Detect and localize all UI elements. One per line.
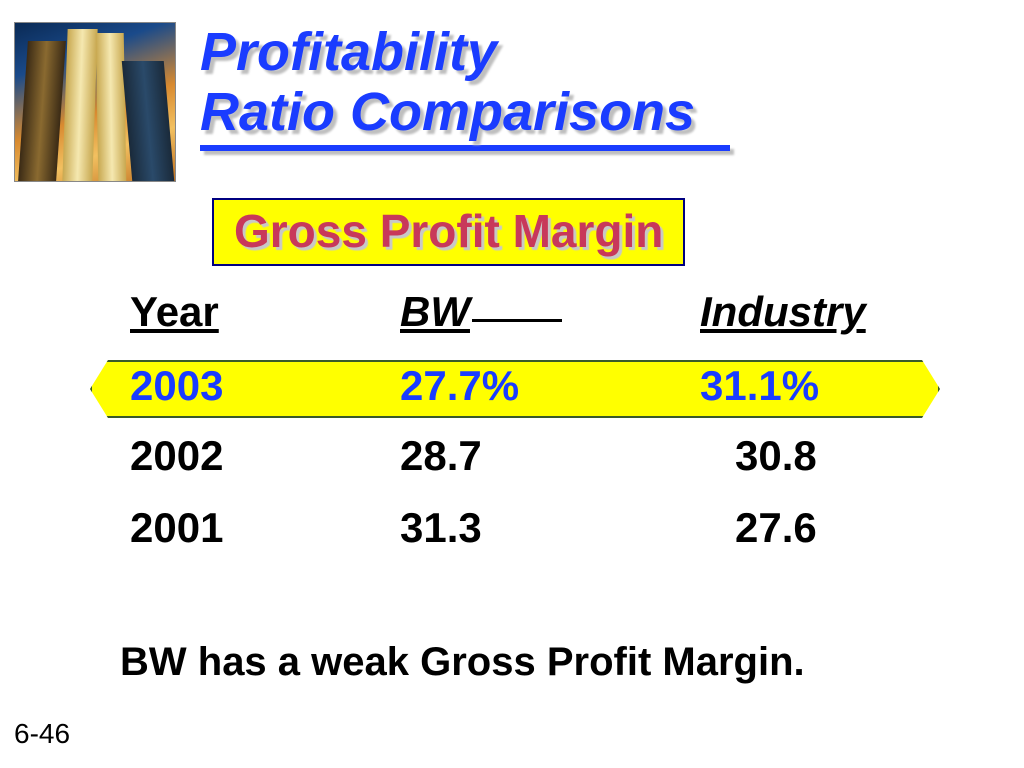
cell-year: 2003: [130, 362, 223, 410]
cell-bw: 27.7%: [400, 362, 519, 410]
subtitle-text: Gross Profit Margin: [234, 205, 663, 257]
building-shape: [122, 61, 174, 181]
building-shape: [96, 33, 127, 181]
footnote-text: BW has a weak Gross Profit Margin.: [120, 640, 805, 685]
cell-industry: 31.1%: [700, 362, 819, 410]
title-line-2: Ratio Comparisons: [200, 82, 730, 142]
header-industry: Industry: [700, 288, 866, 336]
cell-bw: 31.3: [400, 504, 482, 552]
cell-year: 2002: [130, 432, 223, 480]
title-line-1: Profitability: [200, 22, 730, 82]
slide: Profitability Ratio Comparisons Gross Pr…: [0, 0, 1024, 768]
table-row: 2002 28.7 30.8: [100, 428, 930, 494]
table-row: 2001 31.3 27.6: [100, 500, 930, 566]
cell-bw: 28.7: [400, 432, 482, 480]
slide-title: Profitability Ratio Comparisons: [200, 22, 730, 151]
slide-number: 6-46: [14, 718, 70, 750]
comparison-table: Year BW Industry 2003 27.7% 31.1% 2002 2…: [100, 288, 930, 566]
cell-year: 2001: [130, 504, 223, 552]
header-bw: BW: [400, 288, 562, 336]
building-shape: [62, 29, 97, 181]
table-row-highlighted: 2003 27.7% 31.1%: [100, 356, 930, 422]
cell-industry: 27.6: [735, 504, 817, 552]
cell-industry: 30.8: [735, 432, 817, 480]
subtitle-box: Gross Profit Margin: [212, 198, 685, 266]
building-shape: [18, 41, 66, 181]
header-year: Year: [130, 288, 219, 336]
table-header-row: Year BW Industry: [100, 288, 930, 344]
skyscrapers-image: [14, 22, 176, 182]
title-underline: [200, 145, 730, 151]
